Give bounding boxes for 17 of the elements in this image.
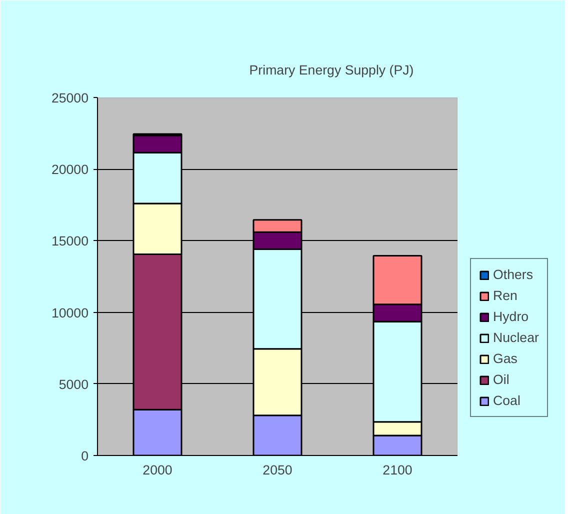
- y-tick-label: 20000: [51, 162, 88, 178]
- chart-title: Primary Energy Supply (PJ): [249, 62, 414, 78]
- x-tick-label: 2000: [142, 462, 172, 478]
- y-tick-label: 15000: [51, 234, 88, 249]
- x-tick-label: 2050: [262, 462, 292, 478]
- legend-label: Gas: [493, 351, 518, 366]
- legend-label: Others: [493, 267, 533, 282]
- legend-label: Oil: [493, 372, 510, 387]
- x-tick-label: 2100: [382, 462, 412, 478]
- legend-label: Coal: [493, 393, 520, 408]
- legend-label: Hydro: [493, 309, 529, 324]
- y-tick-label: 25000: [51, 90, 88, 106]
- y-tick-label: 10000: [51, 305, 88, 320]
- y-tick-label: 0: [81, 448, 89, 464]
- legend-label: Ren: [493, 288, 518, 303]
- legend-label: Nuclear: [493, 330, 539, 345]
- y-tick-label: 5000: [58, 376, 89, 392]
